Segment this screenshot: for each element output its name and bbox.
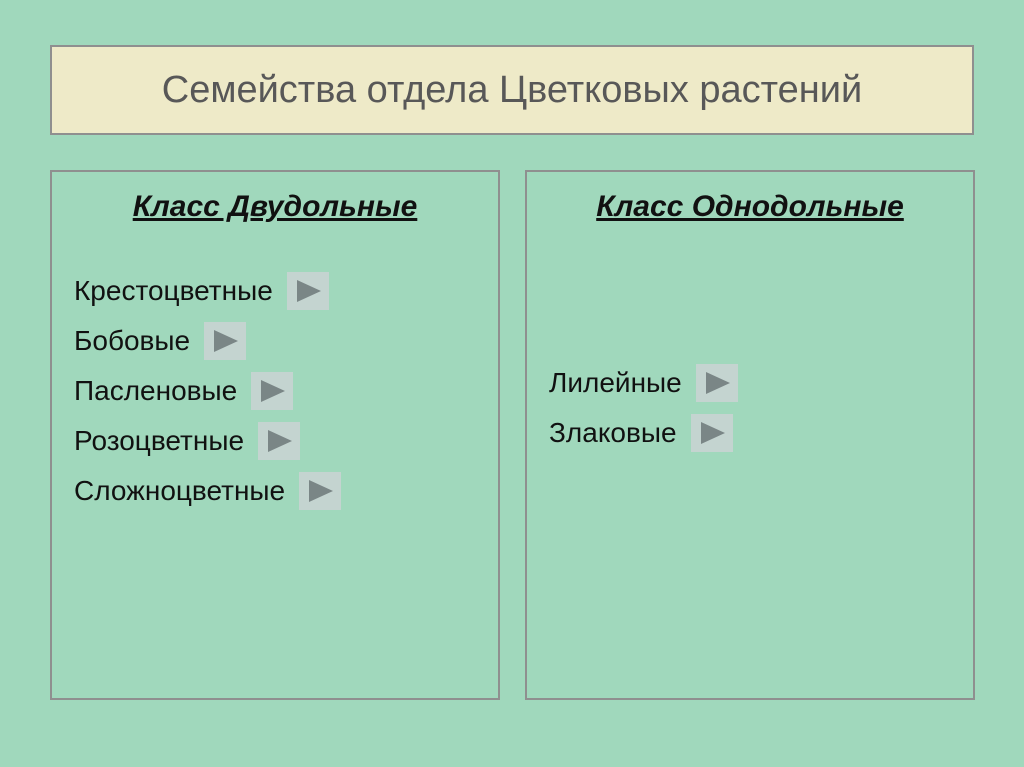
family-row: Лилейные (549, 358, 951, 408)
family-label: Бобовые (74, 325, 190, 357)
heading-monocotyledons: Класс Однодольные (549, 190, 951, 224)
family-label: Пасленовые (74, 375, 237, 407)
play-icon[interactable] (299, 472, 341, 510)
spacer (549, 266, 951, 358)
play-icon[interactable] (696, 364, 738, 402)
slide-title: Семейства отдела Цветковых растений (162, 69, 862, 112)
play-icon[interactable] (287, 272, 329, 310)
panel-dicotyledons: Класс Двудольные Крестоцветные Бобовые П… (50, 170, 500, 700)
family-row: Злаковые (549, 408, 951, 458)
play-icon[interactable] (691, 414, 733, 452)
family-row: Бобовые (74, 316, 476, 366)
family-label: Сложноцветные (74, 475, 285, 507)
family-label: Крестоцветные (74, 275, 273, 307)
heading-dicotyledons: Класс Двудольные (74, 190, 476, 224)
family-label: Злаковые (549, 417, 677, 449)
play-icon[interactable] (258, 422, 300, 460)
play-icon[interactable] (251, 372, 293, 410)
family-label: Лилейные (549, 367, 682, 399)
family-row: Крестоцветные (74, 266, 476, 316)
family-row: Розоцветные (74, 416, 476, 466)
family-row: Сложноцветные (74, 466, 476, 516)
family-label: Розоцветные (74, 425, 244, 457)
title-box: Семейства отдела Цветковых растений (50, 45, 974, 135)
slide: Семейства отдела Цветковых растений Клас… (0, 0, 1024, 767)
family-row: Пасленовые (74, 366, 476, 416)
play-icon[interactable] (204, 322, 246, 360)
panel-monocotyledons: Класс Однодольные Лилейные Злаковые (525, 170, 975, 700)
